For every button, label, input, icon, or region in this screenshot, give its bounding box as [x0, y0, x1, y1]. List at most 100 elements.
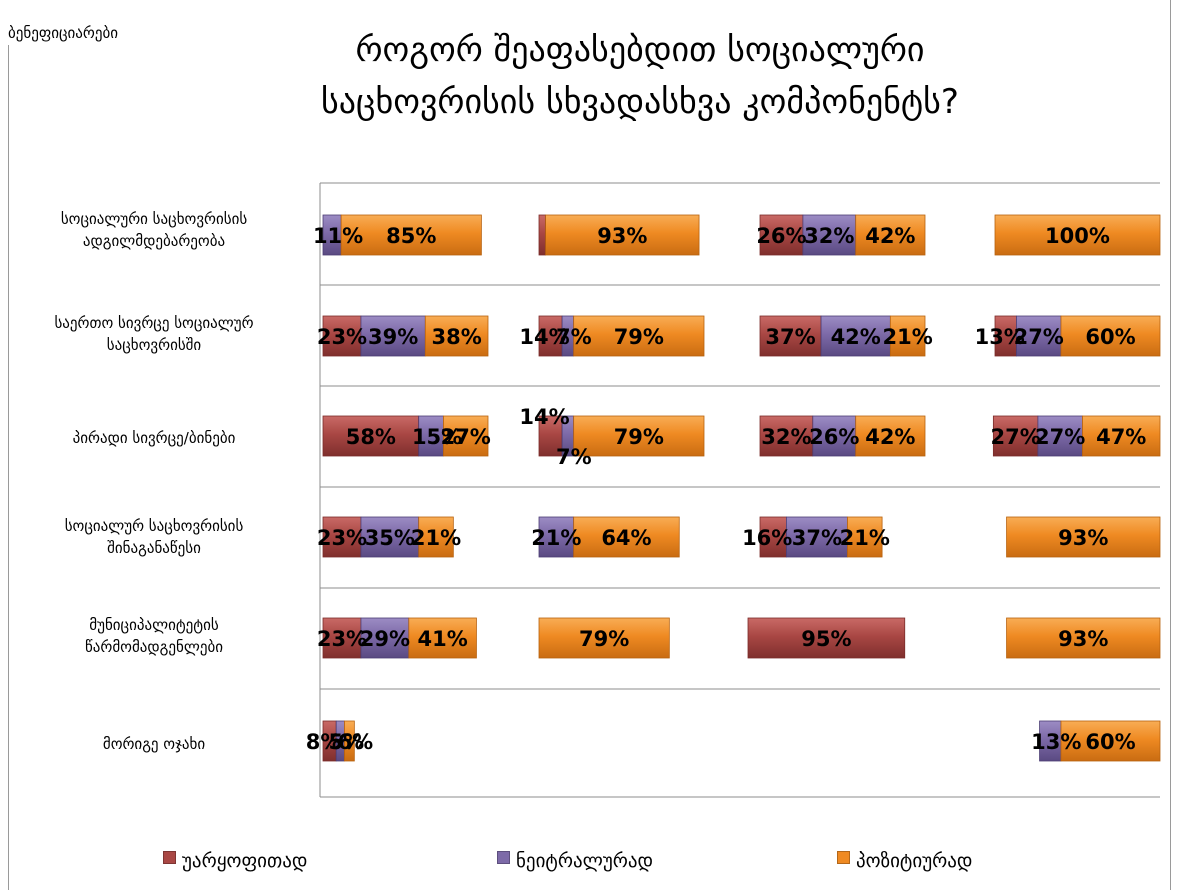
row-label-line-1: მუნიციპალიტეტის — [89, 616, 219, 634]
legend-label-positive: პოზიტიურად — [856, 850, 973, 872]
data-label-negative-r2-p0: 58% — [346, 425, 396, 449]
row-label-duty-family: მორიგე ოჯახი — [6, 733, 302, 755]
bar-positive-r3-p2 — [847, 516, 883, 558]
data-label-neutral-r1-p0: 39% — [368, 325, 418, 349]
data-label-negative-r1-p0: 23% — [317, 325, 367, 349]
data-label-neutral-r5-p3: 13% — [1031, 730, 1081, 754]
data-label-positive-r1-p2: 21% — [883, 325, 933, 349]
bar-neutral-r1-p3 — [1016, 315, 1062, 357]
legend-item-positive: პოზიტიურად — [837, 848, 972, 874]
legend-swatch-negative — [163, 850, 176, 864]
chart-title-line-2: საცხოვრისის სხვადასხვა კომპონენტს? — [321, 82, 959, 122]
row-label-private-space: პირადი სივრცე/ბინები — [6, 427, 302, 449]
legend-item-neutral: ნეიტრალურად — [497, 848, 653, 874]
data-label-neutral-r2-p3: 27% — [1035, 425, 1085, 449]
bar-positive-r2-p2 — [855, 415, 926, 457]
row-label-line-1: პირადი სივრცე/ბინები — [72, 429, 236, 447]
bar-positive-r4-p3 — [1006, 617, 1161, 659]
frame-right — [1170, 0, 1171, 890]
bar-negative-r2-p3 — [992, 415, 1039, 457]
data-label-neutral-r3-p0: 35% — [365, 526, 415, 550]
data-label-negative-r1-p2: 37% — [765, 325, 815, 349]
bar-neutral-r2-p3 — [1037, 415, 1083, 457]
bar-positive-r0-p2 — [855, 214, 926, 256]
data-label-negative-r1-p1: 14% — [519, 325, 569, 349]
bar-positive-r1-p1 — [573, 315, 705, 357]
data-label-positive-r1-p0: 38% — [432, 325, 482, 349]
bar-positive-r2-p1 — [573, 415, 705, 457]
bar-negative-r0-p1 — [538, 214, 546, 256]
data-label-neutral-r2-p0: 15% — [412, 425, 462, 449]
bar-positive-r0-p3 — [994, 214, 1161, 256]
bar-negative-r3-p0 — [322, 516, 362, 558]
bar-negative-r4-p2 — [747, 617, 906, 659]
data-label-positive-r2-p1: 79% — [614, 425, 664, 449]
data-label-neutral-r3-p2: 37% — [792, 526, 842, 550]
data-label-positive-r4-p1: 79% — [579, 627, 629, 651]
data-label-positive-r3-p2: 21% — [840, 526, 890, 550]
data-label-negative-r5-p0: 8% — [306, 730, 342, 754]
bar-positive-r0-p1 — [545, 214, 700, 256]
row-label-municipality: მუნიციპალიტეტის წარმომადგენლები — [6, 614, 302, 658]
data-label-negative-r0-p2: 26% — [756, 224, 806, 248]
data-label-positive-r3-p3: 93% — [1058, 526, 1108, 550]
bar-neutral-r1-p0 — [360, 315, 426, 357]
bar-neutral-r3-p2 — [786, 516, 848, 558]
bar-positive-r5-p3 — [1060, 720, 1161, 762]
bar-negative-r2-p0 — [322, 415, 420, 457]
row-label-location: სოციალური საცხოვრისის ადგილმდებარეობა — [6, 208, 302, 252]
bar-positive-r3-p3 — [1006, 516, 1161, 558]
row-label-line-1: სოციალურ საცხოვრისის — [64, 517, 244, 535]
bar-positive-r4-p1 — [538, 617, 670, 659]
row-label-line-2: ადგილმდებარეობა — [82, 232, 226, 250]
data-label-positive-r0-p1: 93% — [597, 224, 647, 248]
data-label-positive-r4-p3: 93% — [1058, 627, 1108, 651]
chart-title: როგორ შეაფასებდით სოციალური საცხოვრისის … — [230, 24, 1050, 128]
data-label-positive-r5-p3: 60% — [1085, 730, 1135, 754]
data-label-positive-r0-p0: 85% — [386, 224, 436, 248]
row-label-internal-rules: სოციალურ საცხოვრისის შინაგანაწესი — [6, 515, 302, 559]
bar-positive-r4-p0 — [408, 617, 477, 659]
bar-neutral-r4-p0 — [360, 617, 410, 659]
bar-neutral-r2-p0 — [418, 415, 444, 457]
row-label-line-1: სოციალური საცხოვრისის — [60, 210, 248, 228]
legend-swatch-positive — [837, 850, 850, 864]
data-label-negative-r2-p3: 27% — [990, 425, 1040, 449]
data-label-neutral-r1-p3: 27% — [1014, 325, 1064, 349]
bar-positive-r1-p3 — [1060, 315, 1161, 357]
data-label-neutral-r2-p1: 7% — [556, 445, 592, 469]
data-label-positive-r4-p0: 41% — [417, 627, 467, 651]
row-label-common-space: საერთო სივრცე სოციალურ საცხოვრისში — [6, 312, 302, 356]
bar-negative-r3-p2 — [759, 516, 787, 558]
bar-positive-r3-p0 — [418, 516, 454, 558]
data-label-negative-r4-p2: 95% — [801, 627, 851, 651]
data-label-positive-r3-p1: 64% — [601, 526, 651, 550]
legend-label-neutral: ნეიტრალურად — [516, 850, 654, 872]
data-label-positive-r2-p3: 47% — [1096, 425, 1146, 449]
data-label-negative-r3-p0: 23% — [317, 526, 367, 550]
legend-item-negative: უარყოფითად — [163, 848, 307, 874]
row-label-line-2: საცხოვრისში — [106, 336, 202, 354]
bar-positive-r3-p1 — [573, 516, 680, 558]
data-label-neutral-r5-p0: 5% — [328, 730, 364, 754]
bar-positive-r2-p3 — [1082, 415, 1161, 457]
bar-positive-r2-p0 — [443, 415, 489, 457]
data-label-negative-r4-p0: 23% — [317, 627, 367, 651]
data-label-neutral-r1-p2: 42% — [831, 325, 881, 349]
bar-positive-r1-p0 — [424, 315, 489, 357]
bar-positive-r1-p2 — [889, 315, 926, 357]
row-label-line-2: წარმომადგენლები — [85, 638, 223, 656]
data-label-neutral-r0-p0: 11% — [313, 224, 363, 248]
data-label-neutral-r1-p1: 7% — [556, 325, 592, 349]
data-label-neutral-r3-p1: 21% — [531, 526, 581, 550]
row-label-line-2: შინაგანაწესი — [107, 539, 201, 557]
data-label-positive-r2-p2: 42% — [865, 425, 915, 449]
data-label-positive-r1-p1: 79% — [614, 325, 664, 349]
data-label-positive-r0-p3: 100% — [1045, 224, 1110, 248]
corner-label: ბენეფიციარები — [8, 24, 119, 42]
data-label-positive-r3-p0: 21% — [411, 526, 461, 550]
bar-neutral-r0-p2 — [802, 214, 857, 256]
bar-negative-r0-p2 — [759, 214, 804, 256]
